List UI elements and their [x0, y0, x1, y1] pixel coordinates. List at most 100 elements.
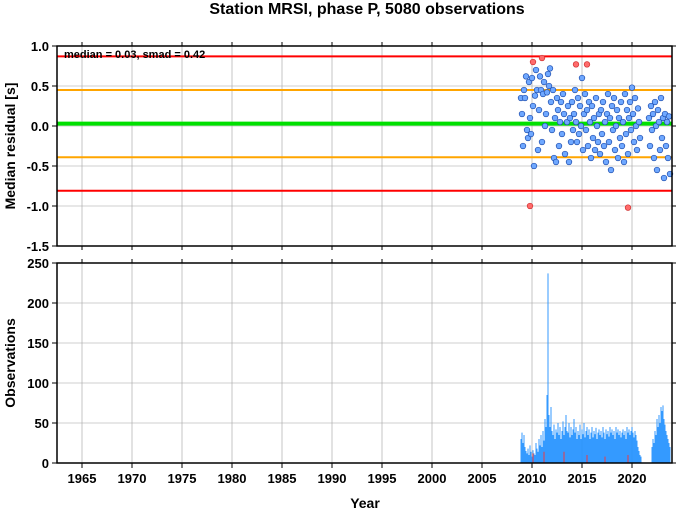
residual-point [599, 98, 607, 106]
observation-bar [554, 439, 556, 463]
observation-bar [590, 432, 592, 463]
observation-bar [625, 439, 627, 463]
residual-y-ticks: -1.5 -1.0 -0.5 0.0 0.5 1.0 [27, 39, 676, 254]
observation-bar [610, 432, 612, 463]
observation-bar [628, 429, 630, 463]
residual-point [518, 110, 526, 118]
residual-point [635, 118, 643, 126]
observation-bar [535, 443, 537, 463]
observation-bar [528, 455, 530, 463]
observation-bar [609, 427, 611, 463]
observation-bar [591, 427, 593, 463]
observation-bar [626, 427, 628, 463]
observation-bar [533, 453, 535, 463]
observation-bar [529, 445, 531, 463]
xtick-label: 1985 [268, 471, 297, 486]
observation-bar [623, 435, 625, 463]
observation-bar [618, 435, 620, 463]
residual-point [622, 130, 630, 138]
observation-bar [651, 447, 653, 463]
observations-x-ticks: 1965 1970 1975 1980 1985 1990 1995 2000 2005 2010… [68, 259, 646, 486]
observation-bar [567, 432, 569, 463]
residual-point [662, 142, 670, 150]
residual-point [606, 114, 614, 122]
observation-bar [599, 435, 601, 463]
residual-point [664, 154, 672, 162]
residual-point [596, 150, 604, 158]
residual-point [619, 118, 627, 126]
observation-bar [525, 451, 527, 463]
residual-points [517, 54, 674, 211]
observation-bar [538, 439, 540, 463]
residual-point [597, 106, 605, 114]
xtick-label: 2000 [418, 471, 447, 486]
residual-ytick-label: -0.5 [27, 159, 49, 174]
observation-bar [578, 435, 580, 463]
residual-point [646, 142, 654, 150]
residual-point [576, 102, 584, 110]
observation-bar [581, 429, 583, 463]
residual-outlier-point [526, 202, 534, 210]
observation-bar [546, 395, 548, 463]
observation-bar [555, 429, 557, 463]
residual-point [591, 146, 599, 154]
observation-bar [577, 431, 579, 463]
residual-point [535, 106, 543, 114]
residual-point [616, 134, 624, 142]
observation-bar [666, 435, 668, 463]
observations-ytick-label: 0 [42, 456, 49, 471]
residual-point [552, 158, 560, 166]
observation-bar [667, 439, 669, 463]
observation-bar [530, 451, 532, 463]
observation-bar-red [563, 451, 565, 463]
residual-point [556, 118, 564, 126]
observation-bar [638, 451, 640, 463]
observation-bar [545, 427, 547, 463]
observation-bar [659, 423, 661, 463]
residual-point [534, 146, 542, 154]
observation-bar [593, 431, 595, 463]
residual-point [651, 98, 659, 106]
observation-bar [664, 424, 666, 463]
observation-bar [662, 405, 664, 463]
residual-ytick-label: -1.0 [27, 199, 49, 214]
residual-point [581, 90, 589, 98]
residual-point [655, 118, 663, 126]
residual-point [551, 114, 559, 122]
residual-point [631, 94, 639, 102]
residual-point [536, 73, 544, 80]
observation-bar [521, 432, 523, 463]
residual-point [568, 98, 576, 106]
observation-bar [552, 435, 554, 463]
residual-point [588, 102, 596, 110]
residual-point [548, 126, 556, 134]
residual-point [601, 118, 609, 126]
observation-bar [526, 453, 528, 463]
observation-bar [536, 448, 538, 463]
residual-point [555, 142, 563, 150]
observation-bar [571, 435, 573, 463]
observation-bar [596, 439, 598, 463]
observation-bar [619, 431, 621, 463]
observation-bar [615, 427, 617, 463]
residual-ytick-label: 0.0 [31, 119, 49, 134]
residual-point [605, 138, 613, 146]
observation-bar [668, 443, 670, 463]
residual-point [566, 114, 574, 122]
residual-point [544, 70, 552, 78]
residual-point [602, 158, 610, 166]
residual-point [627, 126, 635, 134]
observation-bar [629, 435, 631, 463]
residual-point [546, 65, 554, 72]
residual-point [649, 110, 657, 118]
residual-point [648, 126, 656, 134]
observation-bar [520, 439, 522, 463]
observation-bar [523, 435, 525, 463]
observation-bar [663, 419, 665, 463]
residual-point [650, 154, 658, 162]
observation-bar [617, 429, 619, 463]
xtick-label: 2015 [568, 471, 597, 486]
observation-bar [655, 435, 657, 463]
residual-ytick-label: 0.5 [31, 79, 49, 94]
